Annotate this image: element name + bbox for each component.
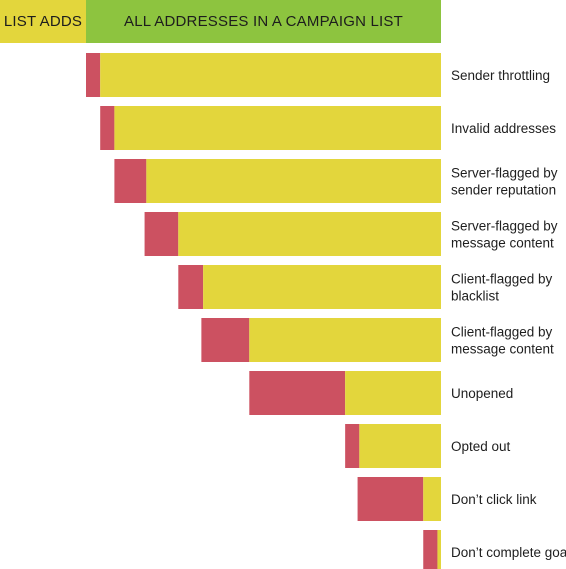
row-label-1: Sender throttling [451, 68, 550, 83]
row-label-9: Don’t click link [451, 492, 537, 507]
row-label-6: Client-flagged by message content [451, 325, 554, 357]
row-label-line: Don’t click link [451, 492, 537, 507]
bar-kept-9 [423, 477, 441, 521]
header-all-addresses-label: ALL ADDRESSES IN A CAMPAIGN LIST [124, 13, 403, 30]
bar-lost-4 [144, 212, 179, 256]
bar-kept-3 [146, 159, 441, 203]
row-label-3: Server-flagged by sender reputation [451, 166, 558, 198]
bar-kept-7 [345, 371, 441, 415]
bar-kept-5 [203, 265, 441, 309]
bar-kept-2 [114, 106, 442, 150]
row-label-5: Client-flagged by blacklist [451, 272, 553, 304]
bar-lost-3 [114, 159, 147, 203]
bar-lost-8 [345, 424, 360, 468]
bar-lost-6 [201, 318, 250, 362]
bar-lost-9 [357, 477, 424, 521]
row-label-line: Invalid addresses [451, 121, 556, 136]
header-list-adds: LIST ADDS [0, 0, 86, 43]
row-label-line: Unopened [451, 386, 513, 401]
row-label-line: Server-flagged by [451, 219, 558, 234]
bar-kept-8 [359, 424, 441, 468]
row-label-8: Opted out [451, 439, 511, 454]
row-label-line: Client-flagged by [451, 272, 553, 287]
bar-lost-7 [249, 371, 346, 415]
header-all-addresses: ALL ADDRESSES IN A CAMPAIGN LIST [86, 0, 441, 43]
bar-kept-1 [100, 53, 441, 97]
row-label-7: Unopened [451, 386, 513, 401]
bar-lost-2 [100, 106, 115, 150]
bar-kept-6 [249, 318, 441, 362]
row-label-10: Don’t complete goal [451, 545, 566, 560]
bar-kept-10 [437, 530, 441, 569]
row-label-line: blacklist [451, 289, 499, 304]
row-label-line: Server-flagged by [451, 166, 558, 181]
row-label-line: sender reputation [451, 183, 556, 198]
header-list-adds-label: LIST ADDS [3, 13, 83, 30]
row-label-line: Client-flagged by [451, 325, 553, 340]
row-label-line: message content [451, 342, 554, 357]
row-label-line: Don’t complete goal [451, 545, 566, 560]
row-label-line: Opted out [451, 439, 511, 454]
bar-lost-10 [423, 530, 438, 569]
bar-lost-1 [86, 53, 101, 97]
row-label-line: message content [451, 236, 554, 251]
row-label-2: Invalid addresses [451, 121, 556, 136]
bar-lost-5 [178, 265, 204, 309]
row-label-line: Sender throttling [451, 68, 550, 83]
bar-kept-4 [178, 212, 442, 256]
row-label-4: Server-flagged by message content [451, 219, 558, 251]
